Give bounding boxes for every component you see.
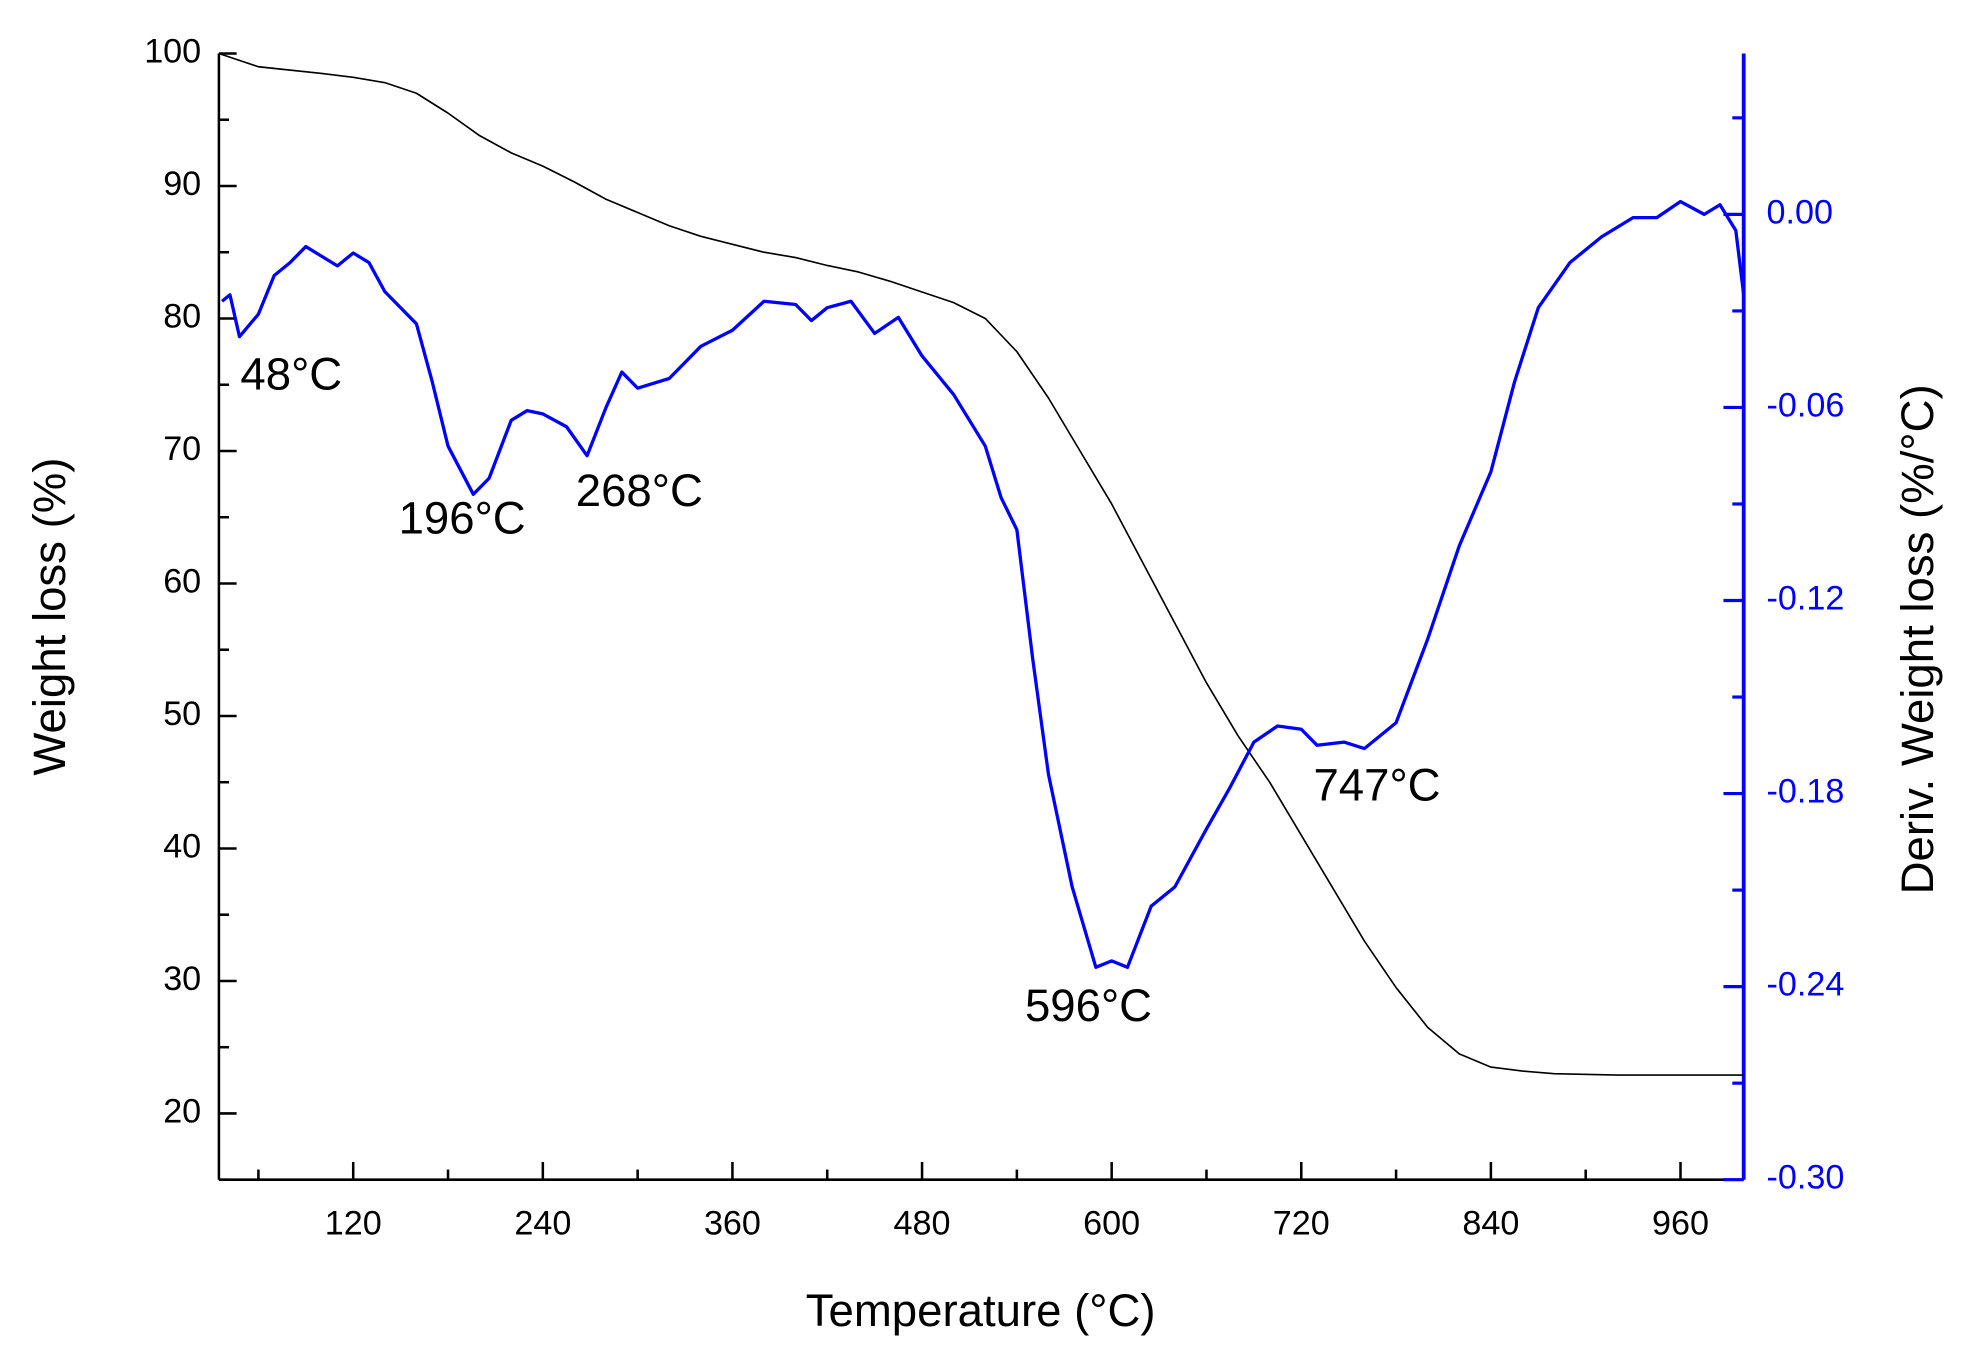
weight-curve xyxy=(218,52,1744,1076)
x-tick-label: 120 xyxy=(325,1204,382,1242)
x-axis-title: Temperature (°C) xyxy=(806,1285,1156,1336)
annotation: 48°C xyxy=(240,348,342,399)
y-tick-label: 100 xyxy=(144,33,201,71)
x-tick-label: 720 xyxy=(1273,1204,1330,1242)
y2-tick-label: -0.24 xyxy=(1766,966,1844,1004)
x-tick-label: 960 xyxy=(1652,1204,1709,1242)
y2-tick-label: 0.00 xyxy=(1766,193,1832,231)
y-tick-label: 80 xyxy=(163,298,201,336)
annotation: 747°C xyxy=(1313,760,1440,811)
x-tick-label: 600 xyxy=(1083,1204,1140,1242)
y-axis-title: Weight loss (%) xyxy=(24,458,75,776)
y2-tick-label: -0.06 xyxy=(1766,386,1844,424)
x-tick-label: 480 xyxy=(894,1204,951,1242)
x-tick-label: 840 xyxy=(1462,1204,1519,1242)
y2-tick-label: -0.18 xyxy=(1766,773,1844,811)
annotation: 268°C xyxy=(576,465,703,516)
y-tick-label: 60 xyxy=(163,563,201,601)
y2-axis-title: Deriv. Weight loss (%/°C) xyxy=(1892,384,1943,894)
y-tick-label: 40 xyxy=(163,827,201,865)
x-tick-label: 240 xyxy=(514,1204,571,1242)
deriv-curve xyxy=(221,199,1746,969)
x-tick-label: 360 xyxy=(704,1204,761,1242)
y-tick-label: 90 xyxy=(163,165,201,203)
y-tick-label: 50 xyxy=(163,695,201,733)
y-tick-label: 20 xyxy=(163,1092,201,1130)
y2-tick-label: -0.12 xyxy=(1766,580,1844,618)
annotation: 196°C xyxy=(399,493,526,544)
annotation: 596°C xyxy=(1025,980,1152,1031)
y-tick-label: 30 xyxy=(163,960,201,998)
y-tick-label: 70 xyxy=(163,430,201,468)
y2-tick-label: -0.30 xyxy=(1766,1159,1844,1197)
